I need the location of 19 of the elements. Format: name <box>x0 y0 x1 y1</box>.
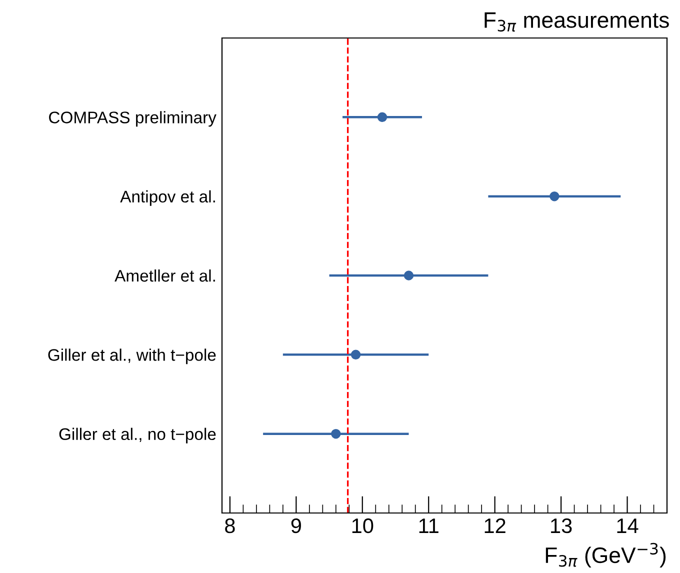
x-tick-label: 9 <box>291 518 301 534</box>
y-tick-label: Giller et al., no t−pole <box>59 428 216 444</box>
y-tick-label: Antipov et al. <box>120 190 215 206</box>
y-tick-label: COMPASS preliminary <box>49 111 216 127</box>
x-tick-label: 11 <box>419 518 438 533</box>
x-axis-title: F$_{3π}$ (GeV$^{−3}$) <box>546 542 666 568</box>
point <box>550 191 560 202</box>
x-tick-label: 13 <box>551 518 572 534</box>
point <box>331 428 341 439</box>
y-tick-label: Giller et al., with t−pole <box>48 348 216 364</box>
x-tick-label: 14 <box>617 518 638 533</box>
point <box>377 112 388 122</box>
point <box>404 270 414 280</box>
point <box>350 350 361 360</box>
chart-title: F$_{3π}$ measurements <box>484 12 669 32</box>
x-tick-label: 8 <box>225 518 235 534</box>
x-tick-label: 12 <box>484 518 506 533</box>
y-tick-label: Ametller et al. <box>114 269 215 282</box>
x-tick-label: 10 <box>352 518 374 534</box>
